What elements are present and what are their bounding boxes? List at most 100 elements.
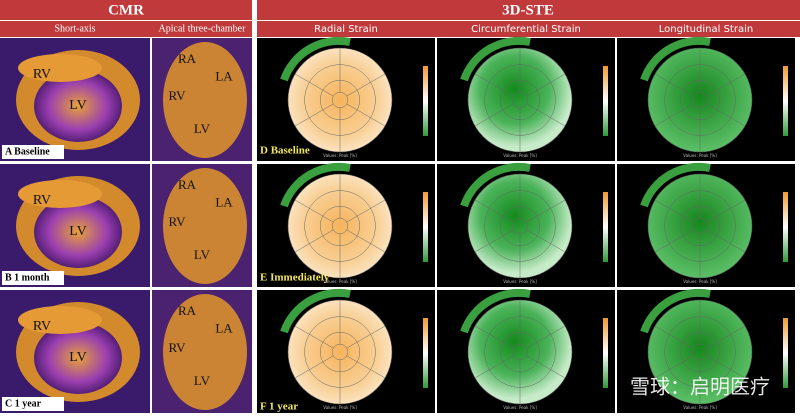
color-bar xyxy=(603,318,608,388)
segment-line xyxy=(654,355,694,379)
cmr-subheader xyxy=(0,21,252,37)
apex-arc xyxy=(280,36,351,82)
segment-line xyxy=(474,199,514,223)
color-bar xyxy=(783,66,788,136)
segment-line xyxy=(654,229,694,253)
segment-line xyxy=(706,325,746,349)
color-bar xyxy=(423,66,428,136)
segment-line xyxy=(294,103,334,127)
apex-arc xyxy=(460,162,531,208)
segment-line xyxy=(706,199,746,223)
plot-footer: Values: Peak [%] xyxy=(323,405,357,410)
chamber-label: LV xyxy=(69,224,86,239)
rv-cavity xyxy=(18,54,102,82)
panel-label: E Immediately xyxy=(260,272,330,284)
heart xyxy=(163,294,247,410)
color-bar xyxy=(783,318,788,388)
panel-label: D Baseline xyxy=(260,145,310,157)
chamber-label: RV xyxy=(33,67,51,82)
plot-footer: Values: Peak [%] xyxy=(503,405,537,410)
chamber-label: RA xyxy=(178,303,197,318)
ventricle xyxy=(34,196,122,268)
apex-arc xyxy=(640,36,711,82)
apex-arc xyxy=(460,288,531,334)
segment-line xyxy=(346,199,386,223)
column-label: Apical three-chamber xyxy=(159,23,247,34)
ste-title: 3D-STE xyxy=(502,2,554,18)
rv-cavity xyxy=(18,180,102,208)
panel-label: A Baseline xyxy=(5,146,50,157)
plot-footer: Values: Peak [%] xyxy=(683,405,717,410)
heart xyxy=(163,168,247,284)
segment-line xyxy=(294,229,334,253)
chamber-label: RA xyxy=(178,177,197,192)
plot-footer: Values: Peak [%] xyxy=(683,153,717,158)
plot-footer: Values: Peak [%] xyxy=(503,279,537,284)
chamber-label: LV xyxy=(69,350,86,365)
segment-line xyxy=(474,103,514,127)
column-label: Longitudinal Strain xyxy=(659,24,753,35)
segment-line xyxy=(294,355,334,379)
chamber-label: RV xyxy=(168,340,186,355)
apex-arc xyxy=(640,162,711,208)
ventricle xyxy=(34,70,122,142)
color-bar xyxy=(603,192,608,262)
segment-line xyxy=(654,325,694,349)
plot-footer: Values: Peak [%] xyxy=(683,279,717,284)
ste-header xyxy=(257,0,800,20)
segment-line xyxy=(346,229,386,253)
panel-label: F 1 year xyxy=(260,401,298,413)
segment-line xyxy=(526,199,566,223)
segment-line xyxy=(346,325,386,349)
column-label: Radial Strain xyxy=(314,24,378,35)
ventricle xyxy=(34,322,122,394)
segment-line xyxy=(654,199,694,223)
segment-line xyxy=(706,103,746,127)
segment-line xyxy=(526,325,566,349)
segment-line xyxy=(474,229,514,253)
separator xyxy=(252,0,257,415)
apex-arc xyxy=(640,288,711,334)
segment-line xyxy=(526,73,566,97)
segment-line xyxy=(346,73,386,97)
heart xyxy=(163,42,247,158)
cmr-header xyxy=(0,0,252,20)
color-bar xyxy=(423,192,428,262)
panel-label-bg xyxy=(2,145,64,159)
rv-cavity xyxy=(18,306,102,334)
plot-footer: Values: Peak [%] xyxy=(503,153,537,158)
chamber-label: RA xyxy=(178,51,197,66)
segment-line xyxy=(654,73,694,97)
plot-footer: Values: Peak [%] xyxy=(323,279,357,284)
chamber-label: RV xyxy=(33,193,51,208)
panel-label: B 1 month xyxy=(5,272,50,283)
segment-line xyxy=(526,103,566,127)
panel-label-bg xyxy=(2,271,64,285)
segment-line xyxy=(706,355,746,379)
chamber-label: LV xyxy=(194,373,211,388)
plot-footer: Values: Peak [%] xyxy=(323,153,357,158)
segment-line xyxy=(294,73,334,97)
apex-arc xyxy=(460,36,531,82)
segment-line xyxy=(474,325,514,349)
cmr-title: CMR xyxy=(108,2,144,18)
color-bar xyxy=(423,318,428,388)
segment-line xyxy=(294,325,334,349)
chamber-label: LV xyxy=(194,121,211,136)
segment-line xyxy=(346,103,386,127)
chamber-label: LA xyxy=(215,194,233,209)
segment-line xyxy=(654,103,694,127)
segment-line xyxy=(294,199,334,223)
segment-line xyxy=(526,355,566,379)
apex-arc xyxy=(280,288,351,334)
segment-line xyxy=(706,229,746,253)
chamber-label: RV xyxy=(168,214,186,229)
chamber-label: LV xyxy=(194,247,211,262)
chamber-label: LA xyxy=(215,320,233,335)
chamber-label: RV xyxy=(168,88,186,103)
color-bar xyxy=(603,66,608,136)
column-label: Short-axis xyxy=(54,23,95,34)
chamber-label: LA xyxy=(215,68,233,83)
segment-line xyxy=(346,355,386,379)
